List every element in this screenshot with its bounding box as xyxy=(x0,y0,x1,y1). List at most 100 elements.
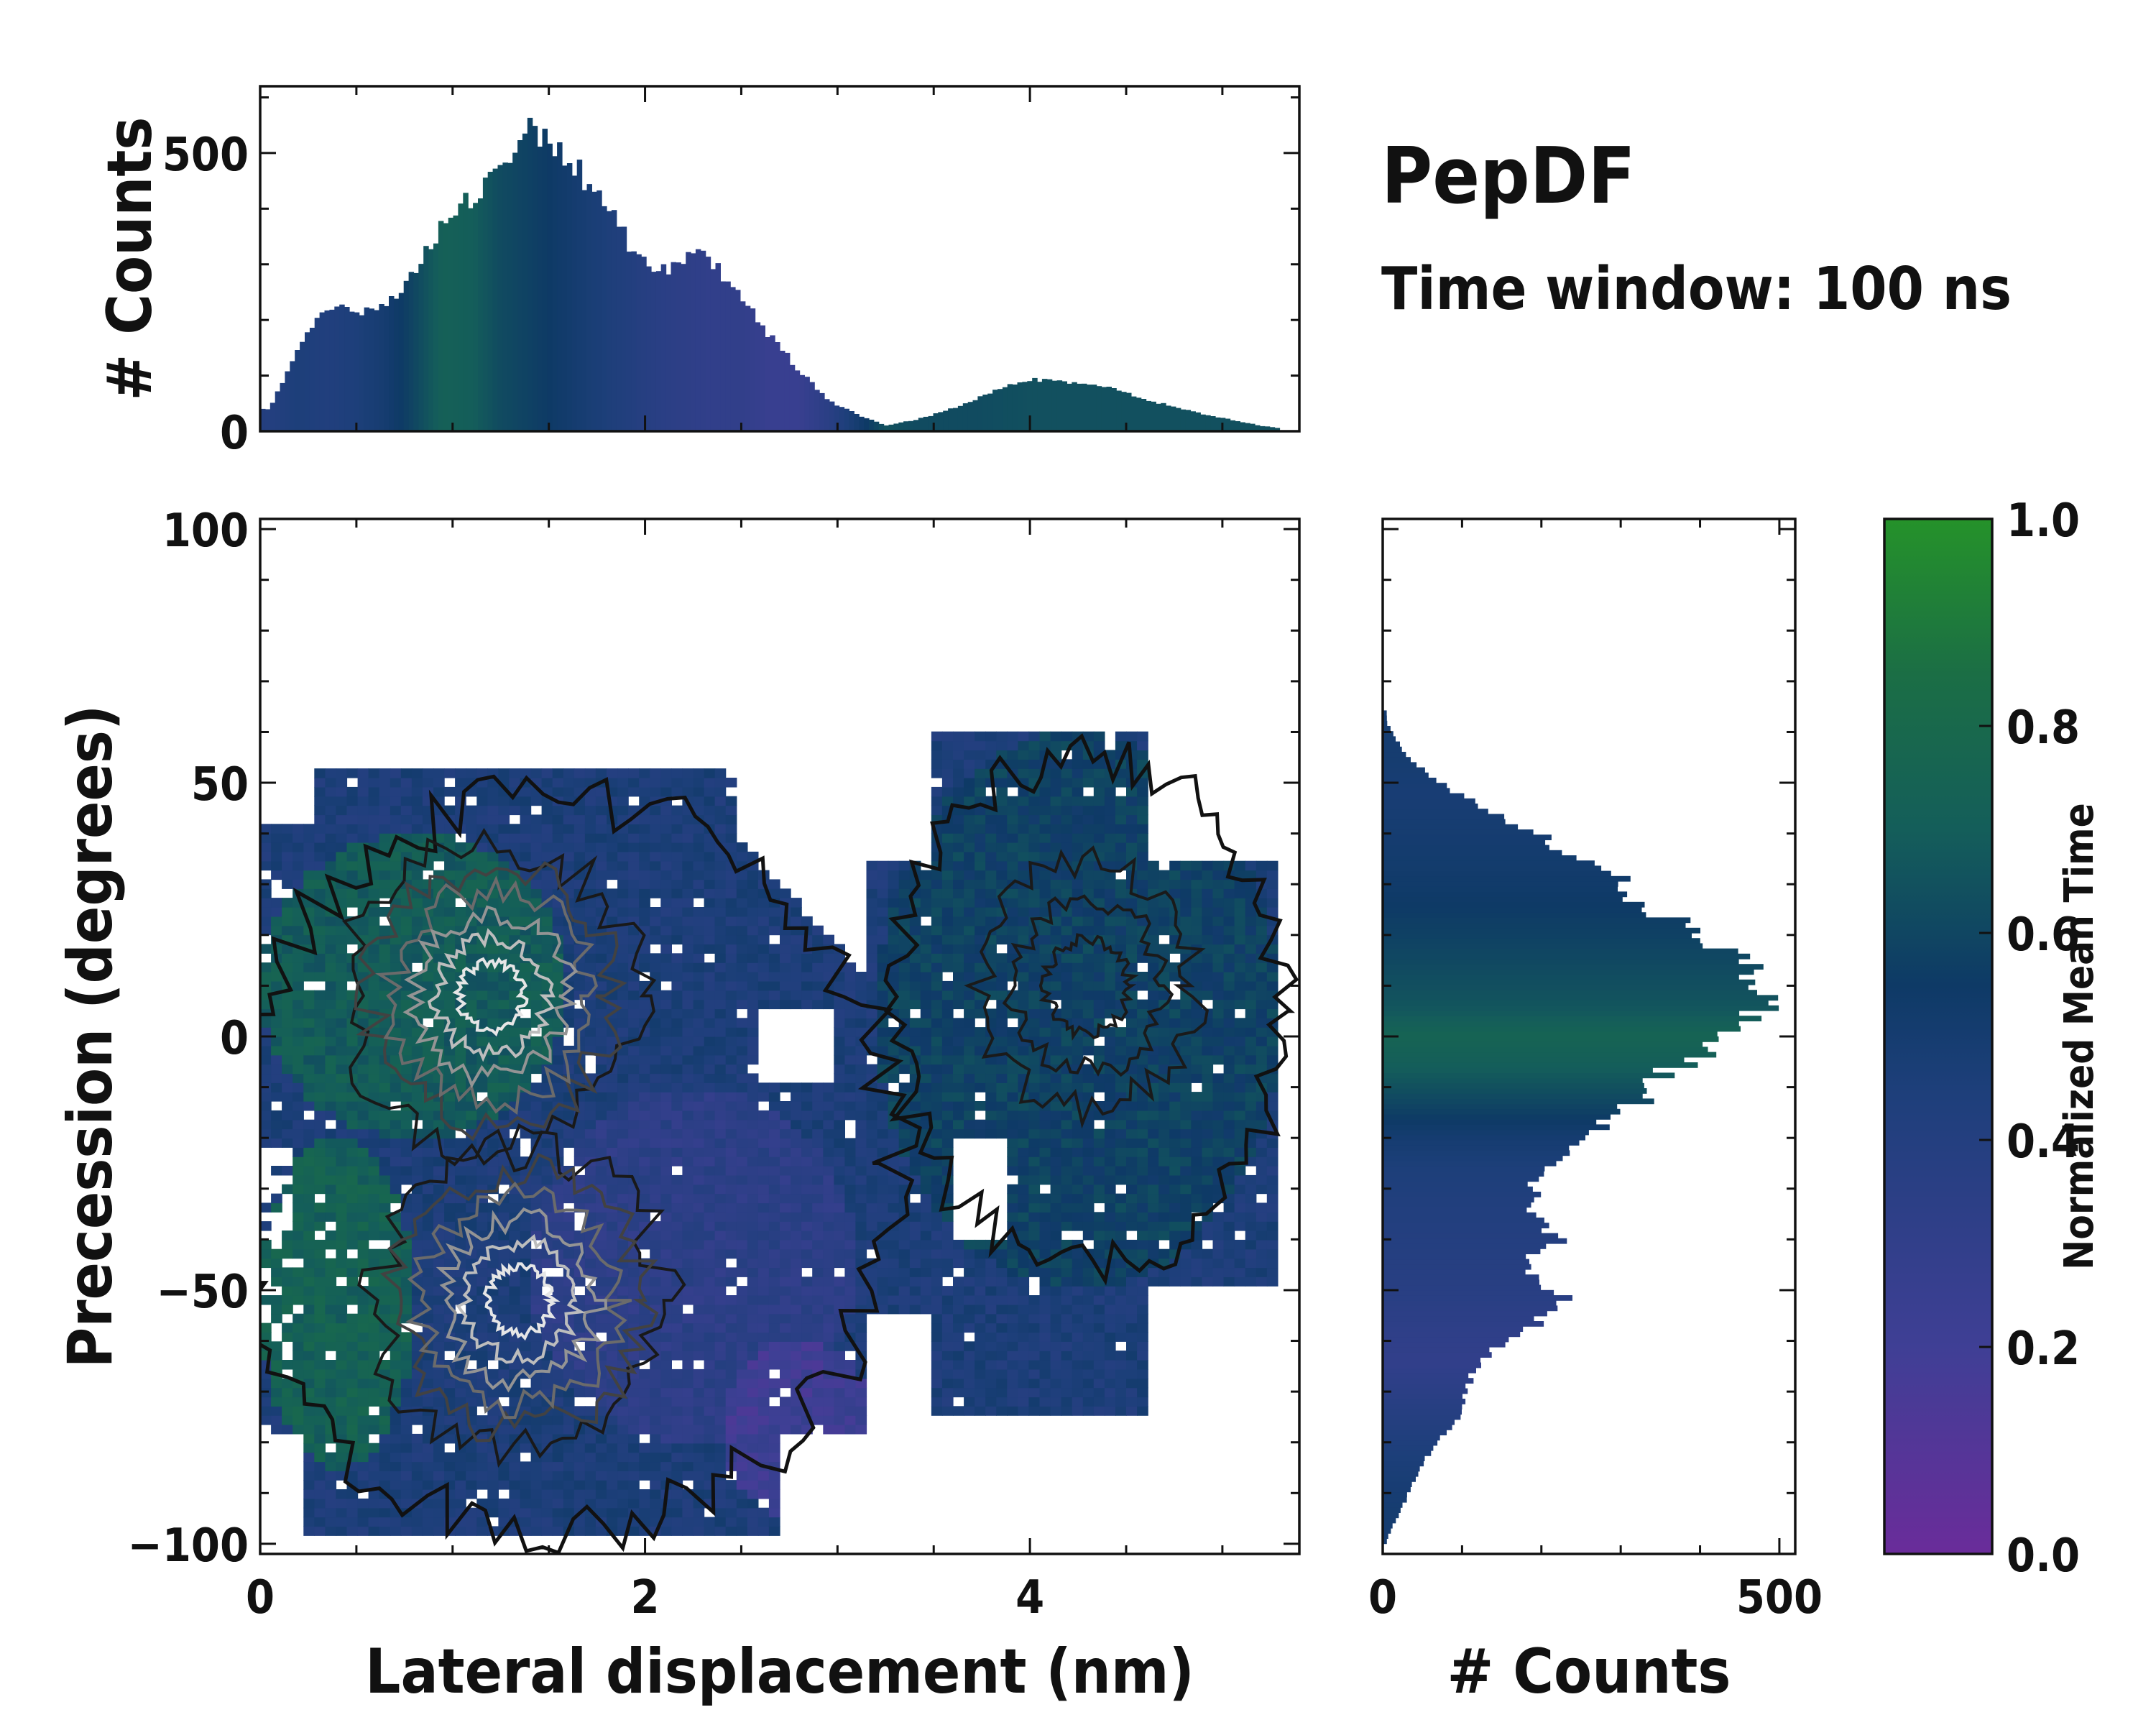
heatmap-cell xyxy=(260,944,272,954)
top-histogram-bar xyxy=(379,304,384,431)
heatmap-cell xyxy=(877,1202,889,1213)
heatmap-cell xyxy=(639,1147,650,1157)
heatmap-cell xyxy=(498,1425,510,1435)
heatmap-cell xyxy=(400,1212,413,1222)
heatmap-cell xyxy=(628,879,640,889)
heatmap-cell xyxy=(282,833,293,843)
heatmap-cell xyxy=(757,1230,770,1241)
heatmap-cell xyxy=(487,1332,499,1342)
top-histogram-bar xyxy=(300,341,305,431)
heatmap-cell xyxy=(541,1526,553,1536)
heatmap-cell xyxy=(704,1378,716,1389)
heatmap-cell xyxy=(541,879,553,889)
heatmap-cell xyxy=(607,1313,618,1324)
heatmap-cell xyxy=(747,1304,759,1315)
heatmap-cell xyxy=(757,1489,770,1499)
heatmap-cell xyxy=(639,1368,650,1379)
heatmap-cell xyxy=(791,1193,802,1204)
heatmap-cell xyxy=(791,1248,802,1259)
heatmap-cell xyxy=(964,1313,975,1324)
heatmap-cell xyxy=(314,1507,326,1518)
heatmap-cell xyxy=(964,740,975,751)
heatmap-cell xyxy=(682,944,694,954)
heatmap-cell xyxy=(975,1248,986,1259)
heatmap-cell xyxy=(975,907,986,917)
heatmap-cell xyxy=(747,1036,759,1046)
heatmap-cell xyxy=(920,962,932,972)
heatmap-cell xyxy=(282,1322,293,1333)
heatmap-cell xyxy=(975,1351,986,1361)
heatmap-cell xyxy=(368,1082,380,1092)
heatmap-cell xyxy=(260,1073,272,1083)
heatmap-cell xyxy=(271,833,282,843)
heatmap-cell xyxy=(693,1184,705,1195)
top-histogram-bar xyxy=(765,337,770,431)
heatmap-cell xyxy=(314,842,326,852)
heatmap-cell xyxy=(455,1322,466,1333)
heatmap-cell xyxy=(260,907,272,917)
heatmap-cell xyxy=(941,731,954,742)
heatmap-cell xyxy=(671,898,683,908)
heatmap-cell xyxy=(660,1452,672,1463)
heatmap-cell xyxy=(444,898,456,908)
heatmap-cell xyxy=(953,1036,964,1046)
heatmap-cell xyxy=(931,750,943,760)
heatmap-cell xyxy=(682,972,694,982)
heatmap-cell xyxy=(607,851,618,862)
heatmap-cell xyxy=(931,1295,943,1305)
heatmap-cell xyxy=(520,1221,532,1231)
heatmap-cell xyxy=(595,796,607,806)
heatmap-cell xyxy=(357,925,369,936)
heatmap-cell xyxy=(552,1425,564,1435)
heatmap-cell xyxy=(704,1360,716,1370)
heatmap-cell xyxy=(282,1128,293,1139)
heatmap-cell xyxy=(791,1406,802,1416)
heatmap-cell xyxy=(780,1258,791,1269)
heatmap-cell xyxy=(617,1054,629,1065)
heatmap-cell xyxy=(303,1498,315,1509)
heatmap-cell xyxy=(931,1166,943,1176)
heatmap-cell xyxy=(628,1110,640,1121)
heatmap-cell xyxy=(617,1489,629,1499)
heatmap-cell xyxy=(336,1378,348,1389)
heatmap-cell xyxy=(725,1507,737,1518)
heatmap-cell xyxy=(920,1054,932,1065)
top-histogram-bar xyxy=(918,418,924,431)
heatmap-cell xyxy=(520,1489,532,1499)
heatmap-cell xyxy=(271,1054,282,1065)
top-histogram-bar xyxy=(329,309,335,431)
heatmap-cell xyxy=(768,1101,780,1111)
heatmap-cell xyxy=(747,1027,759,1037)
heatmap-cell xyxy=(920,1064,932,1075)
heatmap-cell xyxy=(768,1267,780,1277)
heatmap-cell xyxy=(357,1526,369,1536)
heatmap-cell xyxy=(704,898,716,908)
heatmap-cell xyxy=(704,925,716,936)
top-histogram-bar xyxy=(651,272,657,431)
heatmap-cell xyxy=(314,1092,326,1102)
heatmap-cell xyxy=(260,1018,272,1028)
heatmap-cell xyxy=(390,1471,402,1481)
heatmap-cell xyxy=(693,1471,705,1481)
heatmap-cell xyxy=(628,1147,640,1157)
heatmap-cell xyxy=(498,851,510,862)
heatmap-cell xyxy=(736,851,748,862)
heatmap-cell xyxy=(834,1156,845,1167)
heatmap-cell xyxy=(682,1360,694,1370)
heatmap-cell xyxy=(812,1166,824,1176)
heatmap-cell xyxy=(780,888,791,898)
heatmap-cell xyxy=(953,980,964,991)
heatmap-cell xyxy=(617,1166,629,1176)
heatmap-cell xyxy=(368,1166,380,1176)
heatmap-cell xyxy=(271,1248,282,1259)
heatmap-cell xyxy=(920,1166,932,1176)
heatmap-cell xyxy=(595,1313,607,1324)
heatmap-cell xyxy=(834,1351,845,1361)
heatmap-cell xyxy=(780,1174,791,1185)
heatmap-cell xyxy=(834,980,845,991)
heatmap-cell xyxy=(433,1452,445,1463)
heatmap-cell xyxy=(725,944,737,954)
heatmap-cell xyxy=(682,1045,694,1056)
heatmap-cell xyxy=(823,1406,834,1416)
heatmap-cell xyxy=(671,1313,683,1324)
